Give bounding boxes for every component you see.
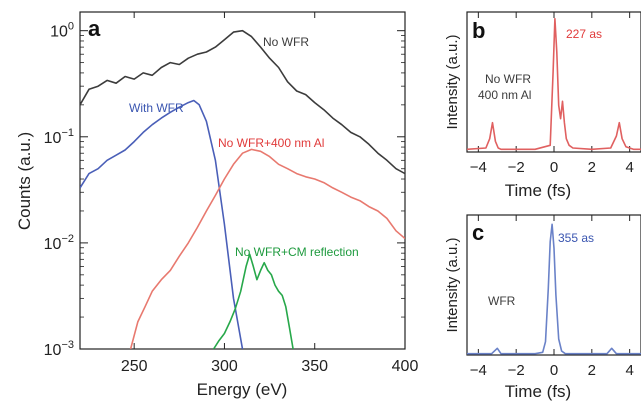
x-tick-label: 400 (392, 358, 419, 375)
x-tick-label: 4 (625, 159, 633, 176)
panel-a-letter: a (88, 16, 101, 41)
annotation-no-wfr-al: No WFR+400 nm Al (218, 136, 324, 150)
x-tick-label: 300 (211, 358, 238, 375)
annotation-no-wfr-cm: No WFR+CM reflection (235, 245, 359, 259)
panel-c: −4 −2 0 2 4 c Time (fs) Intensity (a.u.) 355… (444, 214, 641, 401)
annotation-with-wfr: With WFR (129, 101, 184, 115)
panel-b-x-axis-title: Time (fs) (505, 181, 571, 200)
panel-c-y-axis-title: Intensity (a.u.) (444, 237, 461, 332)
y-tick-base: 10 (44, 236, 62, 253)
y-tick-label: 10−1 (44, 127, 74, 147)
series-line (467, 17, 641, 151)
x-tick-label: −2 (508, 362, 525, 379)
series-line (212, 253, 294, 349)
annotation-227as: 227 as (566, 27, 602, 41)
x-tick-label: 0 (550, 362, 558, 379)
x-tick-label: 0 (550, 159, 558, 176)
x-tick-label: 2 (588, 159, 596, 176)
x-tick-label: 2 (588, 362, 596, 379)
annotation-c-wfr: WFR (488, 294, 516, 308)
panel-a-series (80, 29, 405, 349)
x-tick-label: 250 (121, 358, 148, 375)
panel-a-x-axis-title: Energy (eV) (197, 380, 288, 399)
y-tick-base: 10 (44, 342, 62, 359)
x-tick-label: 350 (301, 358, 328, 375)
panel-b-letter: b (472, 18, 485, 43)
y-tick-base: 10 (44, 130, 62, 147)
y-tick-label: 10−2 (44, 233, 74, 253)
panel-a-frame (79, 11, 406, 350)
x-tick-label: 4 (625, 362, 633, 379)
annotation-b-400nm-al: 400 nm Al (478, 88, 531, 102)
annotation-355as: 355 as (558, 231, 594, 245)
panel-a-y-axis-title: Counts (a.u.) (15, 132, 34, 230)
annotation-no-wfr: No WFR (263, 35, 309, 49)
x-tick-label: −4 (470, 159, 487, 176)
panel-c-x-axis-title: Time (fs) (505, 382, 571, 401)
panel-b: −4 −2 0 2 4 b Time (fs) Intensity (a.u.) 227… (444, 11, 641, 200)
panel-c-ticks: −4 −2 0 2 4 (470, 215, 634, 379)
panel-b-series (467, 17, 641, 151)
y-tick-exponent: −2 (61, 233, 74, 245)
x-tick-label: −2 (508, 159, 525, 176)
y-tick-base: 10 (50, 24, 68, 41)
series-line (80, 29, 405, 175)
series-line (129, 148, 405, 349)
y-tick-label: 10−3 (44, 339, 74, 359)
x-tick-label: −4 (470, 362, 487, 379)
panel-c-letter: c (472, 220, 484, 245)
series-line (80, 99, 244, 349)
annotation-b-no-wfr: No WFR (485, 72, 531, 86)
y-tick-exponent: −1 (61, 127, 74, 139)
panel-b-ticks: −4 −2 0 2 4 (470, 12, 634, 176)
panel-b-y-axis-title: Intensity (a.u.) (444, 34, 461, 129)
series-line (467, 223, 641, 355)
panel-c-series (467, 223, 641, 355)
y-tick-exponent: −3 (61, 339, 74, 351)
panel-c-frame (466, 214, 641, 356)
y-tick-exponent: 0 (68, 21, 74, 33)
y-tick-label: 100 (50, 21, 74, 41)
